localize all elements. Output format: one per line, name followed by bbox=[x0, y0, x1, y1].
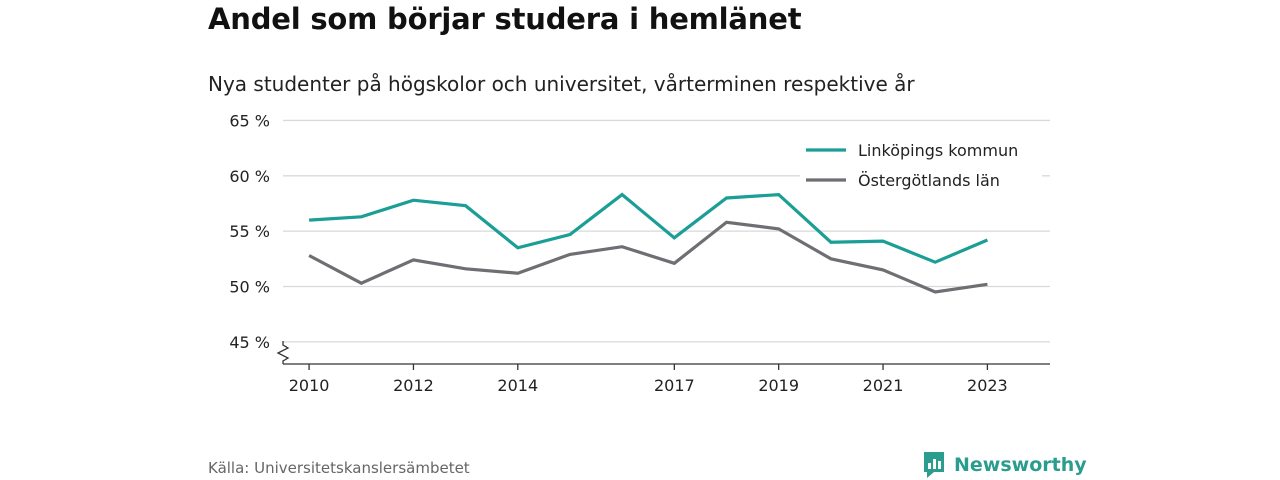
series-line bbox=[308, 220, 988, 294]
y-tick-label: 60 % bbox=[229, 167, 270, 186]
series-lines bbox=[308, 192, 989, 294]
x-tick-label: 2012 bbox=[393, 376, 434, 395]
y-tick-label: 45 % bbox=[229, 333, 270, 352]
y-tick-label: 50 % bbox=[229, 278, 270, 297]
x-tick-label: 2023 bbox=[967, 376, 1008, 395]
chart-subtitle: Nya studenter på högskolor och universit… bbox=[208, 72, 915, 96]
x-tick-label: 2017 bbox=[654, 376, 695, 395]
legend-label: Linköpings kommun bbox=[858, 141, 1018, 160]
line-chart: 45 % 50 % 55 % 60 % 65 % 2010 2012 2014 2017 2019… bbox=[229, 111, 1050, 395]
y-tick-label: 55 % bbox=[229, 222, 270, 241]
axes: 45 % 50 % 55 % 60 % 65 % 2010 2012 2014 2017 2019… bbox=[229, 111, 1050, 395]
series-line bbox=[308, 192, 989, 264]
chart-title: Andel som börjar studera i hemlänet bbox=[208, 2, 802, 36]
y-axis-break bbox=[276, 341, 290, 364]
x-tick-label: 2021 bbox=[863, 376, 904, 395]
brand-logo: Newsworthy bbox=[922, 450, 1087, 480]
x-tick-label: 2010 bbox=[289, 376, 330, 395]
x-tick-label: 2014 bbox=[497, 376, 538, 395]
legend-label: Östergötlands län bbox=[858, 171, 1000, 190]
y-tick-label: 65 % bbox=[229, 111, 270, 130]
newsworthy-chart-bubble-icon bbox=[924, 452, 944, 478]
legend: Linköpings kommun Östergötlands län bbox=[800, 135, 1042, 193]
source-note: Källa: Universitetskanslersämbetet bbox=[208, 459, 470, 477]
x-tick-label: 2019 bbox=[758, 376, 799, 395]
brand-name: Newsworthy bbox=[954, 454, 1087, 476]
